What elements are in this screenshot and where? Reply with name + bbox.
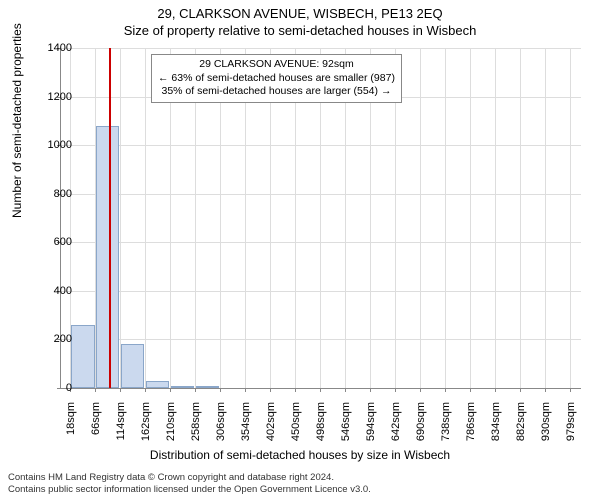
x-tick-label: 402sqm (265, 402, 277, 452)
gridline-vertical (145, 48, 146, 388)
chart-area: 29 CLARKSON AVENUE: 92sqm ← 63% of semi-… (60, 48, 580, 388)
histogram-bar (121, 344, 144, 388)
y-tick-label: 0 (32, 382, 72, 394)
y-tick-label: 1200 (32, 91, 72, 103)
x-tick-label: 66sqm (90, 402, 102, 452)
x-tick-label: 882sqm (515, 402, 527, 452)
x-tick-label: 114sqm (115, 402, 127, 452)
x-tick-mark (295, 388, 296, 392)
histogram-bar (71, 325, 94, 388)
histogram-bar (146, 381, 169, 388)
x-tick-label: 306sqm (215, 402, 227, 452)
x-tick-mark (570, 388, 571, 392)
gridline-vertical (545, 48, 546, 388)
gridline-vertical (520, 48, 521, 388)
x-tick-mark (470, 388, 471, 392)
histogram-bar (171, 386, 194, 388)
gridline-vertical (420, 48, 421, 388)
x-tick-mark (220, 388, 221, 392)
x-tick-mark (370, 388, 371, 392)
y-tick-label: 200 (32, 333, 72, 345)
x-tick-label: 690sqm (415, 402, 427, 452)
page-subtitle: Size of property relative to semi-detach… (0, 21, 600, 42)
x-tick-label: 979sqm (565, 402, 577, 452)
page-title: 29, CLARKSON AVENUE, WISBECH, PE13 2EQ (0, 0, 600, 21)
x-tick-label: 738sqm (440, 402, 452, 452)
chart-container: 29, CLARKSON AVENUE, WISBECH, PE13 2EQ S… (0, 0, 600, 500)
x-tick-mark (170, 388, 171, 392)
reference-line (109, 48, 111, 388)
x-tick-mark (270, 388, 271, 392)
annotation-box: 29 CLARKSON AVENUE: 92sqm ← 63% of semi-… (151, 54, 402, 103)
y-tick-label: 1400 (32, 42, 72, 54)
x-tick-mark (195, 388, 196, 392)
x-tick-label: 162sqm (140, 402, 152, 452)
x-tick-label: 930sqm (540, 402, 552, 452)
annotation-line-2: ← 63% of semi-detached houses are smalle… (158, 72, 395, 86)
gridline-vertical (570, 48, 571, 388)
x-tick-mark (345, 388, 346, 392)
x-tick-label: 642sqm (390, 402, 402, 452)
y-tick-label: 600 (32, 236, 72, 248)
x-tick-label: 594sqm (365, 402, 377, 452)
gridline-horizontal (61, 291, 581, 292)
x-tick-mark (120, 388, 121, 392)
gridline-horizontal (61, 339, 581, 340)
gridline-horizontal (61, 242, 581, 243)
x-tick-mark (420, 388, 421, 392)
x-tick-label: 834sqm (490, 402, 502, 452)
x-tick-mark (545, 388, 546, 392)
histogram-bar (96, 126, 119, 388)
footer-line-2: Contains public sector information licen… (8, 484, 371, 496)
x-tick-mark (520, 388, 521, 392)
gridline-horizontal (61, 145, 581, 146)
annotation-line-1: 29 CLARKSON AVENUE: 92sqm (158, 58, 395, 72)
annotation-line-3: 35% of semi-detached houses are larger (… (158, 85, 395, 99)
footer-line-1: Contains HM Land Registry data © Crown c… (8, 472, 371, 484)
gridline-vertical (120, 48, 121, 388)
x-tick-label: 498sqm (315, 402, 327, 452)
x-tick-label: 786sqm (465, 402, 477, 452)
x-tick-label: 546sqm (340, 402, 352, 452)
x-tick-mark (320, 388, 321, 392)
gridline-vertical (470, 48, 471, 388)
y-tick-label: 800 (32, 188, 72, 200)
x-tick-label: 210sqm (165, 402, 177, 452)
x-tick-label: 18sqm (65, 402, 77, 452)
x-tick-mark (95, 388, 96, 392)
x-tick-mark (395, 388, 396, 392)
x-tick-label: 354sqm (240, 402, 252, 452)
footer-attribution: Contains HM Land Registry data © Crown c… (8, 472, 371, 496)
y-axis-label: Number of semi-detached properties (10, 23, 24, 218)
gridline-vertical (495, 48, 496, 388)
x-tick-label: 450sqm (290, 402, 302, 452)
x-tick-mark (445, 388, 446, 392)
x-tick-mark (495, 388, 496, 392)
y-tick-label: 400 (32, 285, 72, 297)
x-tick-mark (245, 388, 246, 392)
x-tick-mark (145, 388, 146, 392)
gridline-horizontal (61, 48, 581, 49)
y-tick-label: 1000 (32, 139, 72, 151)
x-tick-label: 258sqm (190, 402, 202, 452)
histogram-bar (196, 386, 219, 388)
gridline-vertical (445, 48, 446, 388)
plot-region: 29 CLARKSON AVENUE: 92sqm ← 63% of semi-… (60, 48, 581, 389)
gridline-horizontal (61, 194, 581, 195)
